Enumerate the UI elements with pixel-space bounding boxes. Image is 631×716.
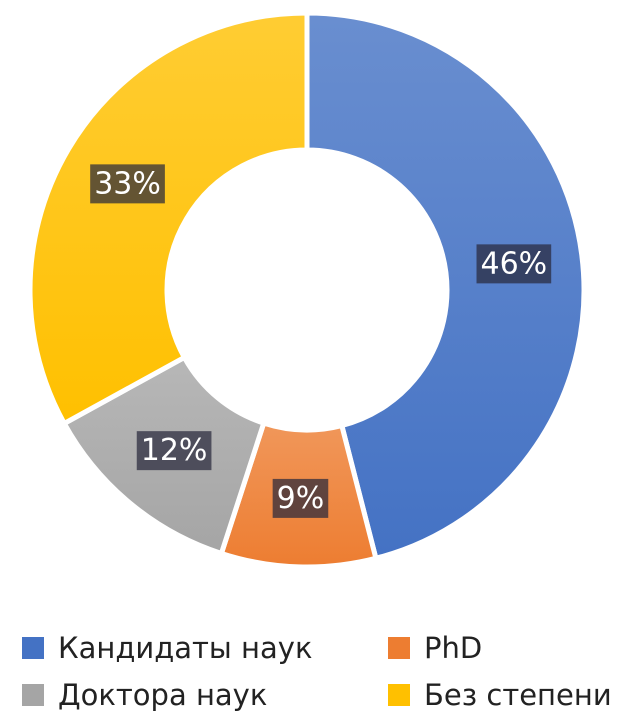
legend-label: Без степени: [424, 678, 612, 712]
data-label-box: [90, 164, 165, 204]
legend-swatch: [388, 637, 410, 659]
data-label-box: [476, 244, 552, 284]
data-label-box: [136, 431, 212, 471]
data-label: 46%: [481, 246, 548, 281]
legend-label: Доктора наук: [58, 678, 267, 712]
data-label-box: [272, 478, 329, 518]
legend-swatch: [22, 684, 44, 706]
legend-swatch: [22, 637, 44, 659]
legend-swatch: [388, 684, 410, 706]
donut-slice: [27, 10, 310, 427]
data-label: 12%: [141, 433, 208, 468]
data-label: 33%: [94, 166, 161, 201]
legend-label: Кандидаты наук: [58, 631, 312, 665]
legend-label: PhD: [424, 631, 482, 665]
data-label: 9%: [277, 481, 325, 516]
donut-slice: [304, 10, 587, 562]
